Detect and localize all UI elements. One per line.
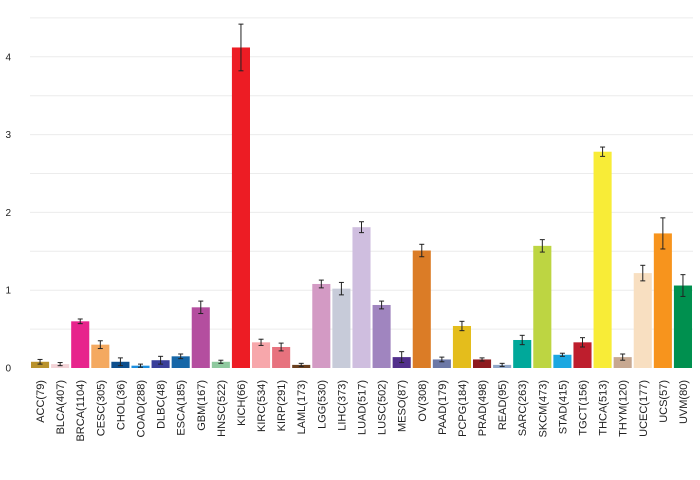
bar-kirc — [252, 342, 271, 368]
bar-gbm — [191, 307, 210, 368]
bar-pcpg — [452, 325, 471, 368]
bar-skcm — [533, 245, 552, 368]
bar-thym — [613, 357, 632, 368]
x-tick-label: PCPG(184) — [457, 380, 469, 437]
x-tick-label: THYM(120) — [618, 380, 630, 437]
x-tick-label: KIRP(291) — [276, 380, 288, 431]
y-tick-label: 3 — [5, 130, 11, 141]
bar-esca — [171, 356, 190, 368]
x-tick-label: MESO(87) — [397, 380, 409, 432]
x-tick-label: BRCA(1104) — [75, 380, 87, 442]
error-bars — [37, 23, 686, 368]
x-tick-label: OV(308) — [417, 380, 429, 422]
x-tick-label: GBM(167) — [196, 380, 208, 431]
x-tick-label: BLCA(407) — [55, 380, 67, 434]
bar-thca — [593, 151, 612, 368]
x-tick-label: LGG(530) — [316, 380, 328, 429]
x-tick-label: COAD(288) — [136, 380, 148, 437]
x-tick-label: LIHC(373) — [336, 380, 348, 431]
bar-kich — [231, 47, 250, 369]
x-tick-label: LUSC(502) — [377, 380, 389, 435]
bar-paad — [432, 359, 451, 368]
x-tick-label: LAML(173) — [296, 380, 308, 434]
bar-stad — [553, 354, 572, 368]
x-tick-label: THCA(513) — [598, 380, 610, 436]
y-axis-ticks: 0 1 2 3 4 — [5, 52, 11, 374]
x-tick-label: CHOL(36) — [115, 380, 127, 430]
x-tick-label: DLBC(48) — [156, 380, 168, 429]
bar-acc — [31, 361, 50, 368]
x-tick-label: SARC(263) — [517, 380, 529, 436]
x-axis-ticks: ACC(79) BLCA(407) BRCA(1104) CESC(305) CHOL(… — [35, 380, 690, 442]
y-tick-label: 0 — [5, 364, 11, 375]
bar-luad — [352, 227, 371, 368]
y-tick-label: 2 — [5, 208, 11, 219]
x-tick-label: ACC(79) — [35, 380, 47, 423]
bar-lgg — [312, 283, 331, 368]
x-tick-label: UVM(80) — [678, 380, 690, 424]
x-tick-label: KICH(66) — [236, 380, 248, 426]
bar-tgct — [573, 342, 592, 368]
x-tick-label: STAD(415) — [557, 380, 569, 434]
x-tick-label: UCEC(177) — [638, 380, 650, 437]
x-tick-label: PRAD(498) — [477, 380, 489, 436]
bar-ucs — [653, 233, 672, 368]
bar-kirp — [272, 346, 291, 368]
x-tick-label: LUAD(517) — [357, 380, 369, 435]
bar-cesc — [91, 344, 110, 368]
bar-lusc — [372, 304, 391, 368]
bar-ov — [412, 250, 431, 368]
x-tick-label: KIRC(534) — [256, 380, 268, 432]
bar-brca — [71, 321, 90, 368]
bar-prad — [473, 359, 492, 368]
x-tick-label: TGCT(156) — [578, 380, 590, 436]
x-tick-label: PAAD(179) — [437, 380, 449, 435]
bar-sarc — [513, 339, 532, 368]
bar-hnsc — [211, 361, 230, 368]
x-tick-label: ESCA(185) — [176, 380, 188, 436]
x-tick-label: READ(95) — [497, 380, 509, 430]
x-tick-label: CESC(305) — [95, 380, 107, 436]
bar-ucec — [633, 273, 652, 368]
x-tick-label: SKCM(473) — [537, 380, 549, 437]
bar-lihc — [332, 288, 351, 368]
x-tick-label: HNSC(522) — [216, 380, 228, 437]
y-tick-label: 4 — [5, 52, 11, 63]
bar-uvm — [673, 285, 692, 368]
x-tick-label: UCS(57) — [658, 380, 670, 423]
y-tick-label: 1 — [5, 286, 11, 297]
bars — [31, 47, 692, 369]
